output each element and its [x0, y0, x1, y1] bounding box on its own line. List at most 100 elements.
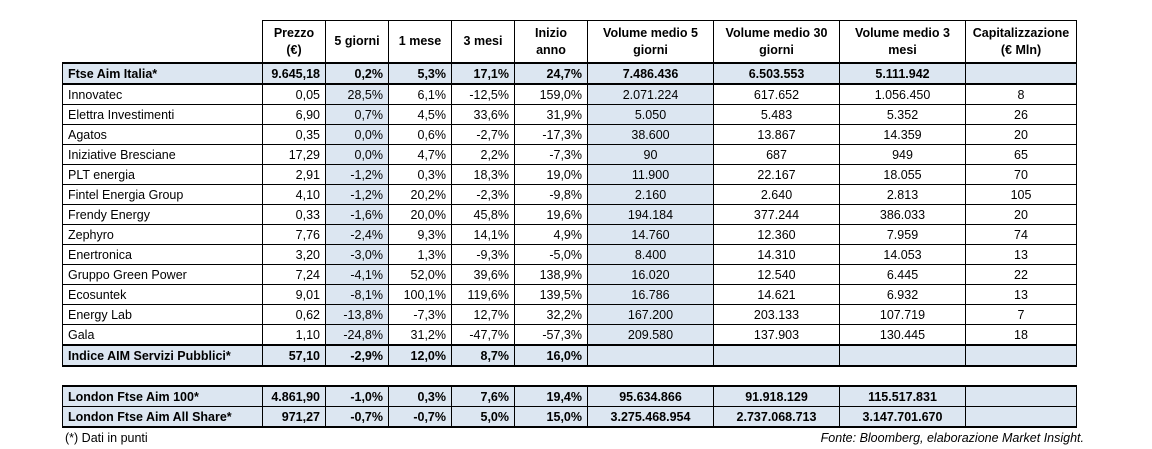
- table-cell: 65: [965, 144, 1077, 165]
- table-cell: 0,0%: [325, 144, 389, 165]
- table-row: Iniziative Bresciane 17,29 0,0% 4,7% 2,2% -7,…: [62, 144, 1077, 165]
- table-row: London Ftse Aim All Share* 971,27 -0,7% -0,…: [62, 406, 1077, 428]
- table-cell: 203.133: [713, 304, 840, 325]
- table-cell: 2,91: [262, 164, 326, 185]
- table-cell: 14.359: [839, 124, 966, 145]
- table-cell: 6,1%: [388, 83, 452, 105]
- table-cell: 209.580: [587, 324, 714, 346]
- table-cell: 4.861,90: [262, 385, 326, 407]
- table-row: Zephyro 7,76 -2,4% 9,3% 14,1% 4,9% 14.760 12.36…: [62, 224, 1077, 245]
- table-row: Frendy Energy 0,33 -1,6% 20,0% 45,8% 19,6% 194…: [62, 204, 1077, 225]
- table-cell: -47,7%: [451, 324, 515, 346]
- table-cell: 20,2%: [388, 184, 452, 205]
- table-cell: 32,2%: [514, 304, 588, 325]
- table-cell: 31,9%: [514, 104, 588, 125]
- table-cell: 139,5%: [514, 284, 588, 305]
- table-cell: 12,7%: [451, 304, 515, 325]
- table-cell: 167.200: [587, 304, 714, 325]
- table-cell: 100,1%: [388, 284, 452, 305]
- table-cell: 107.719: [839, 304, 966, 325]
- table-cell: 95.634.866: [587, 385, 714, 407]
- table-cell: 14.760: [587, 224, 714, 245]
- table-cell: -0,7%: [325, 406, 389, 428]
- row-name: Indice AIM Servizi Pubblici*: [62, 344, 263, 367]
- table-cell: 16.020: [587, 264, 714, 285]
- table-cell: 105: [965, 184, 1077, 205]
- table-cell: 13: [965, 284, 1077, 305]
- table-cell: -24,8%: [325, 324, 389, 346]
- table-cell: 0,6%: [388, 124, 452, 145]
- table-cell: 4,9%: [514, 224, 588, 245]
- table-cell: 377.244: [713, 204, 840, 225]
- table-cell: 11.900: [587, 164, 714, 185]
- table-cell: 26: [965, 104, 1077, 125]
- table-cell: -1,0%: [325, 385, 389, 407]
- table-cell: 0,3%: [388, 164, 452, 185]
- index-row: Indice AIM Servizi Pubblici* 57,10 -2,9% 12…: [62, 344, 1077, 367]
- table-cell: -8,1%: [325, 284, 389, 305]
- row-name: Energy Lab: [62, 304, 263, 325]
- table-row: Gala 1,10 -24,8% 31,2% -47,7% -57,3% 209.580 13…: [62, 324, 1077, 346]
- table-cell: 1,10: [262, 324, 326, 346]
- table-cell: 115.517.831: [839, 385, 966, 407]
- table-cell: 2,2%: [451, 144, 515, 165]
- table-cell: 6.503.553: [713, 62, 840, 85]
- table-cell: 194.184: [587, 204, 714, 225]
- table-row: Agatos 0,35 0,0% 0,6% -2,7% -17,3% 38.600 13.86…: [62, 124, 1077, 145]
- table-cell: 3.275.468.954: [587, 406, 714, 428]
- table-cell: 52,0%: [388, 264, 452, 285]
- table-cell: 0,05: [262, 83, 326, 105]
- table-cell: -5,0%: [514, 244, 588, 265]
- table-row: PLT energia 2,91 -1,2% 0,3% 18,3% 19,0% 11.900…: [62, 164, 1077, 185]
- table-cell: 0,33: [262, 204, 326, 225]
- column-header: Volume medio 30 giorni: [713, 20, 840, 64]
- table-cell: 5.111.942: [839, 62, 966, 85]
- table-cell: 14.053: [839, 244, 966, 265]
- row-name: Agatos: [62, 124, 263, 145]
- table-cell: 14,1%: [451, 224, 515, 245]
- table-cell: 4,7%: [388, 144, 452, 165]
- table-cell: -7,3%: [388, 304, 452, 325]
- table-cell: 0,3%: [388, 385, 452, 407]
- table-cell: 45,8%: [451, 204, 515, 225]
- table-cell: -2,7%: [451, 124, 515, 145]
- table-cell: [965, 406, 1077, 428]
- table-cell: 0,0%: [325, 124, 389, 145]
- table-cell: -1,6%: [325, 204, 389, 225]
- table-cell: 386.033: [839, 204, 966, 225]
- table-cell: 5.483: [713, 104, 840, 125]
- table-cell: -57,3%: [514, 324, 588, 346]
- table-row: Ecosuntek 9,01 -8,1% 100,1% 119,6% 139,5% 16.7…: [62, 284, 1077, 305]
- table-cell: 18.055: [839, 164, 966, 185]
- table-row: London Ftse Aim 100* 4.861,90 -1,0% 0,3% 7,6…: [62, 385, 1077, 407]
- table-cell: [965, 385, 1077, 407]
- row-name: Ecosuntek: [62, 284, 263, 305]
- column-header: 1 mese: [388, 20, 452, 64]
- table-cell: 0,2%: [325, 62, 389, 85]
- table-cell: 0,7%: [325, 104, 389, 125]
- table-cell: -0,7%: [388, 406, 452, 428]
- table-cell: 7,24: [262, 264, 326, 285]
- table-cell: -13,8%: [325, 304, 389, 325]
- column-header: Capitalizzazione (€ Mln): [965, 20, 1077, 64]
- table-cell: 8,7%: [451, 344, 515, 367]
- row-name: Fintel Energia Group: [62, 184, 263, 205]
- table-cell: 70: [965, 164, 1077, 185]
- table-cell: 90: [587, 144, 714, 165]
- table-cell: -12,5%: [451, 83, 515, 105]
- table-cell: 971,27: [262, 406, 326, 428]
- table-cell: 13.867: [713, 124, 840, 145]
- table-cell: 9,01: [262, 284, 326, 305]
- table-row: Enertronica 3,20 -3,0% 1,3% -9,3% -5,0% 8.400 1…: [62, 244, 1077, 265]
- table-cell: 31,2%: [388, 324, 452, 346]
- row-name: PLT energia: [62, 164, 263, 185]
- table-cell: 33,6%: [451, 104, 515, 125]
- column-header: Volume medio 3 mesi: [839, 20, 966, 64]
- index-row: Ftse Aim Italia* 9.645,18 0,2% 5,3% 17,1% 24,…: [62, 62, 1077, 85]
- table-cell: 7.959: [839, 224, 966, 245]
- table-row: Energy Lab 0,62 -13,8% -7,3% 12,7% 32,2% 167.2…: [62, 304, 1077, 325]
- table-cell: 4,5%: [388, 104, 452, 125]
- table-cell: -9,8%: [514, 184, 588, 205]
- row-name: London Ftse Aim 100*: [62, 385, 263, 407]
- table-cell: 18,3%: [451, 164, 515, 185]
